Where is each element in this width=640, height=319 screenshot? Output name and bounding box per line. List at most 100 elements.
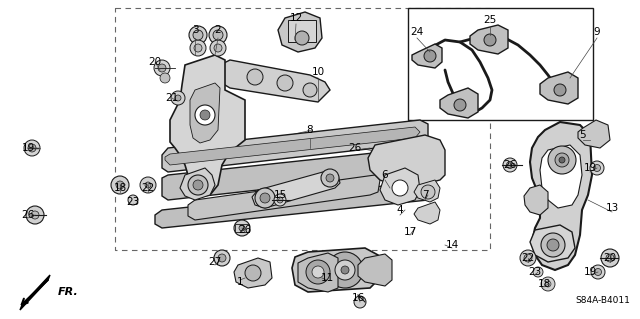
Text: 7: 7 — [422, 190, 428, 200]
Polygon shape — [252, 170, 340, 208]
Text: 6: 6 — [381, 170, 388, 180]
Text: 4: 4 — [397, 205, 403, 215]
Circle shape — [128, 195, 138, 205]
Text: 26: 26 — [348, 143, 362, 153]
Circle shape — [209, 26, 227, 44]
Text: FR.: FR. — [58, 287, 79, 297]
Polygon shape — [530, 122, 592, 270]
Polygon shape — [190, 83, 220, 143]
Circle shape — [326, 174, 334, 182]
Circle shape — [312, 266, 324, 278]
Circle shape — [545, 281, 551, 287]
Circle shape — [306, 260, 330, 284]
Polygon shape — [155, 182, 432, 228]
Circle shape — [214, 44, 222, 52]
Circle shape — [188, 175, 208, 195]
Text: 22: 22 — [141, 183, 155, 193]
Circle shape — [26, 206, 44, 224]
Circle shape — [214, 250, 230, 266]
Circle shape — [247, 69, 263, 85]
Circle shape — [424, 50, 436, 62]
Polygon shape — [412, 44, 442, 68]
Polygon shape — [540, 72, 578, 104]
Text: 3: 3 — [192, 25, 198, 35]
Circle shape — [555, 153, 569, 167]
Circle shape — [255, 188, 275, 208]
Circle shape — [195, 105, 215, 125]
Text: 17: 17 — [403, 227, 417, 237]
Text: 23: 23 — [126, 197, 140, 207]
Text: 19: 19 — [584, 163, 596, 173]
Circle shape — [484, 34, 496, 46]
Circle shape — [547, 239, 559, 251]
Text: 20: 20 — [604, 253, 616, 263]
Circle shape — [327, 252, 363, 288]
Circle shape — [595, 269, 602, 276]
Text: 19: 19 — [21, 143, 35, 153]
Text: 5: 5 — [580, 130, 586, 140]
Polygon shape — [220, 60, 330, 102]
Circle shape — [533, 267, 543, 277]
Circle shape — [354, 296, 366, 308]
Circle shape — [140, 177, 156, 193]
Polygon shape — [368, 135, 445, 188]
Text: 16: 16 — [351, 293, 365, 303]
Circle shape — [24, 140, 40, 156]
Text: 27: 27 — [209, 257, 221, 267]
Circle shape — [303, 83, 317, 97]
Circle shape — [239, 225, 245, 231]
Circle shape — [277, 75, 293, 91]
Circle shape — [193, 30, 203, 40]
Circle shape — [606, 254, 614, 262]
Circle shape — [210, 40, 226, 56]
Circle shape — [548, 146, 576, 174]
Circle shape — [503, 158, 517, 172]
Text: S84A-B4011: S84A-B4011 — [575, 296, 630, 305]
Polygon shape — [165, 127, 420, 165]
Circle shape — [31, 211, 39, 219]
Circle shape — [341, 266, 349, 274]
Circle shape — [590, 161, 604, 175]
Circle shape — [194, 44, 202, 52]
Circle shape — [392, 180, 408, 196]
Polygon shape — [20, 275, 50, 310]
Circle shape — [541, 277, 555, 291]
Circle shape — [274, 194, 286, 206]
Polygon shape — [540, 145, 582, 208]
Text: 8: 8 — [307, 125, 314, 135]
Circle shape — [554, 84, 566, 96]
Circle shape — [593, 165, 600, 172]
Text: 25: 25 — [483, 15, 497, 25]
Circle shape — [421, 185, 435, 199]
Text: 21: 21 — [165, 93, 179, 103]
Circle shape — [213, 30, 223, 40]
Text: 20: 20 — [148, 57, 161, 67]
Circle shape — [158, 64, 166, 72]
Circle shape — [335, 260, 355, 280]
Circle shape — [524, 254, 532, 262]
Text: 19: 19 — [584, 267, 596, 277]
Circle shape — [171, 91, 185, 105]
Circle shape — [234, 220, 250, 236]
Text: 23: 23 — [529, 267, 541, 277]
Polygon shape — [524, 185, 548, 215]
Circle shape — [295, 31, 309, 45]
Polygon shape — [292, 248, 380, 292]
Text: 26: 26 — [238, 225, 252, 235]
Text: 15: 15 — [273, 190, 287, 200]
Text: 9: 9 — [594, 27, 600, 37]
Text: 26: 26 — [504, 160, 516, 170]
Polygon shape — [470, 25, 508, 54]
Bar — [235, 224, 249, 232]
Text: 22: 22 — [522, 253, 534, 263]
Polygon shape — [358, 254, 392, 286]
Circle shape — [200, 110, 210, 120]
Circle shape — [160, 73, 170, 83]
Circle shape — [116, 181, 124, 189]
Text: 2: 2 — [214, 25, 221, 35]
Polygon shape — [162, 148, 428, 200]
Circle shape — [154, 60, 170, 76]
Circle shape — [454, 99, 466, 111]
Circle shape — [520, 250, 536, 266]
Polygon shape — [440, 88, 478, 118]
